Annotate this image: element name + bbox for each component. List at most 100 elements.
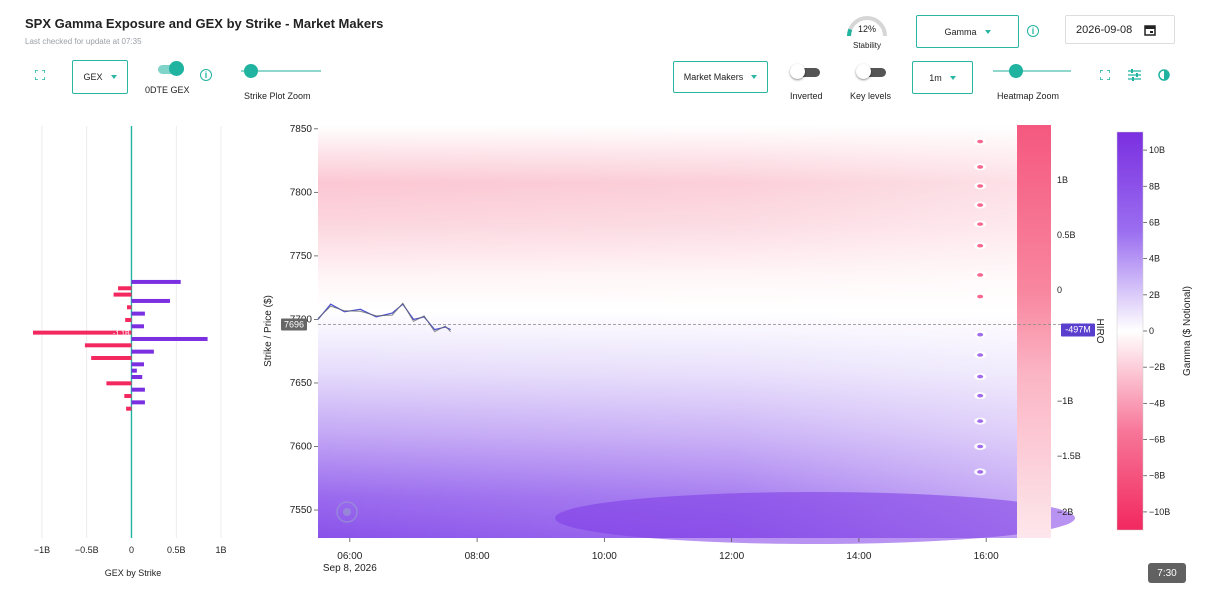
heatmap-strike-spike-core <box>977 222 984 226</box>
x-tick-label: 16:00 <box>974 551 999 562</box>
chevron-down-icon <box>949 75 956 80</box>
colorbar-tick-label: 6B <box>1149 217 1160 227</box>
heatmap-strike-spike-core <box>977 353 984 357</box>
odte-gex-toggle[interactable] <box>154 61 184 76</box>
heatmap-strike-spike-core <box>977 139 984 144</box>
heatmap-strike-spike-core <box>977 393 984 398</box>
gex-bar <box>131 311 145 316</box>
colorbar-tick-label: −8B <box>1149 471 1165 481</box>
heatmap-strike-spike-core <box>977 294 984 299</box>
colorbar-tick-label: −2B <box>1149 362 1165 372</box>
gex-x-tick-label: −1B <box>34 545 50 555</box>
metric-select[interactable]: GEX <box>72 60 128 94</box>
gex-bar <box>131 279 181 284</box>
fullscreen-icon[interactable] <box>1100 70 1110 80</box>
heatmap-zoom-slider[interactable] <box>993 64 1071 78</box>
colorbar-tick-label: 0 <box>1149 326 1154 336</box>
key-levels-label: Key levels <box>850 91 892 101</box>
stability-label: Stability <box>852 41 881 50</box>
heatmap-fade <box>318 125 1018 538</box>
colorbar-tick-label: −4B <box>1149 398 1165 408</box>
gex-bar <box>131 298 170 303</box>
gex-by-strike-chart: -1.1B −1B −0.5B 0 0.5B 1B GEX by Strike <box>33 126 227 578</box>
colorbar-tick-label: −6B <box>1149 435 1165 445</box>
heatmap-strike-spike-core <box>977 419 984 423</box>
gex-bar <box>84 343 132 348</box>
contrast-icon[interactable] <box>1158 69 1170 81</box>
current-price-text: 7696 <box>284 320 304 330</box>
x-tick-label: 08:00 <box>465 551 490 562</box>
gex-x-tick-label: 1B <box>215 545 226 555</box>
interval-select[interactable]: 1m <box>912 61 973 94</box>
info-icon[interactable]: i <box>200 69 212 81</box>
info-icon[interactable]: i <box>1027 25 1039 37</box>
heatmap-strike-spike-core <box>977 273 984 277</box>
colorbar-tick-label: −10B <box>1149 507 1170 517</box>
strike-plot-zoom-slider[interactable] <box>241 64 321 78</box>
hiro-tick-label: −1B <box>1057 396 1073 406</box>
hiro-column <box>1017 125 1051 538</box>
colorbar-tick-label: 8B <box>1149 181 1160 191</box>
gex-bar <box>131 400 145 405</box>
greek-select[interactable]: Gamma <box>916 15 1019 48</box>
strike-plot-zoom-label: Strike Plot Zoom <box>244 91 311 101</box>
hiro-value-badge: -497M <box>1061 323 1095 337</box>
gex-max-label: -1.1B <box>113 331 130 338</box>
party-select-value: Market Makers <box>683 72 744 82</box>
metric-select-value: GEX <box>83 72 103 82</box>
fullscreen-icon[interactable] <box>35 70 45 80</box>
stability-value: 12% <box>857 24 876 34</box>
gex-bar <box>124 394 132 399</box>
hiro-tick-label: 0 <box>1057 285 1062 295</box>
gex-bar <box>118 286 132 291</box>
chevron-down-icon <box>110 75 117 79</box>
inverted-toggle[interactable] <box>790 64 820 79</box>
heatmap-strike-spike-core <box>977 444 984 449</box>
date-picker[interactable]: 2026-09-08 <box>1065 15 1175 44</box>
settings-sliders-icon[interactable] <box>1128 69 1141 81</box>
gex-bar <box>91 355 132 360</box>
gex-bar <box>131 387 145 392</box>
chevron-down-icon <box>751 75 758 79</box>
page-title: SPX Gamma Exposure and GEX by Strike - M… <box>25 16 384 31</box>
gex-x-tick-label: 0 <box>129 545 134 555</box>
interval-select-value: 1m <box>929 72 942 83</box>
heatmap-strike-spike-core <box>977 374 984 379</box>
gex-x-tick-label: 0.5B <box>167 545 186 555</box>
heatmap-strike-spike-core <box>977 165 984 169</box>
inverted-label: Inverted <box>790 91 823 101</box>
colorbar-tick-label: 10B <box>1149 145 1165 155</box>
x-tick-label: 12:00 <box>719 551 744 562</box>
heatmap-strike-spike-core <box>977 470 984 474</box>
heatmap-strike-spike-core <box>977 203 984 207</box>
stability-gauge: 12% Stability <box>843 12 891 52</box>
gex-x-tick-label: −0.5B <box>75 545 99 555</box>
date-value: 2026-09-08 <box>1076 23 1133 36</box>
chevron-down-icon <box>984 29 991 34</box>
key-levels-toggle[interactable] <box>856 64 886 79</box>
time-tooltip: 7:30 <box>1148 563 1186 583</box>
strike-zoom-thumb[interactable] <box>244 64 259 78</box>
gex-bar <box>106 381 132 386</box>
last-checked-text: Last checked for update at 07:35 <box>25 37 142 46</box>
colorbar-title: Gamma ($ Notional) <box>1182 286 1193 376</box>
x-tick-label: 14:00 <box>846 551 871 562</box>
y-tick-label: 7750 <box>290 251 313 262</box>
hiro-value-text: -497M <box>1065 325 1091 335</box>
gex-bar <box>131 375 143 380</box>
colorbar <box>1116 131 1144 531</box>
calendar-icon[interactable] <box>1144 24 1157 36</box>
party-select[interactable]: Market Makers <box>673 61 768 93</box>
odte-gex-label: 0DTE GEX <box>145 85 190 95</box>
x-date-label: Sep 8, 2026 <box>323 563 377 574</box>
heatmap-deep-region <box>555 492 1075 544</box>
heatmap-zoom-thumb[interactable] <box>1009 64 1023 78</box>
gex-bar <box>113 292 132 297</box>
gex-bar <box>33 330 132 335</box>
y-tick-label: 7650 <box>290 378 313 389</box>
heatmap-strike-spike-core <box>977 243 984 248</box>
x-tick-label: 06:00 <box>337 551 362 562</box>
gex-bar <box>131 368 137 373</box>
current-price-badge: 7696 <box>281 318 307 331</box>
